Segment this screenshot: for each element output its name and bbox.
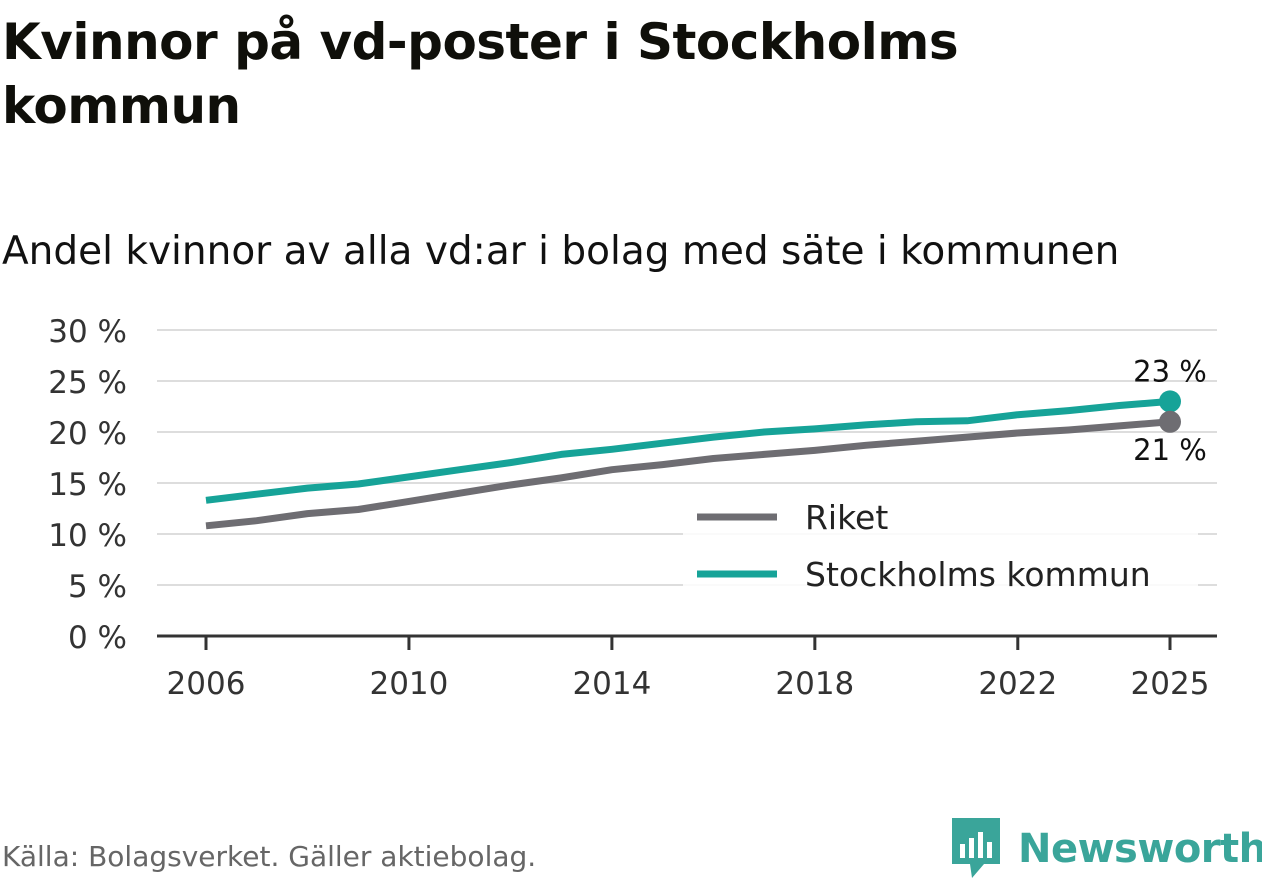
newsworthy-logo-icon: [952, 818, 1000, 878]
y-tick-label: 10 %: [48, 518, 127, 554]
end-marker: [1159, 410, 1181, 433]
series-line-riket: [205, 418, 1171, 530]
x-tick-label: 2022: [978, 666, 1057, 702]
brand-name: Newsworthy: [1018, 826, 1262, 872]
y-tick-label: 15 %: [48, 467, 127, 503]
y-tick-label: 20 %: [48, 416, 127, 452]
y-axis-ticks: 0 % 5 % 10 % 15 % 20 % 25 % 30 %: [48, 314, 127, 656]
source-note: Källa: Bolagsverket. Gäller aktiebolag.: [2, 840, 537, 873]
series-lines: [205, 397, 1171, 530]
end-value-label: 21 %: [1133, 433, 1207, 467]
series-line-stockholms-kommun: [205, 397, 1171, 504]
y-tick-label: 30 %: [48, 314, 127, 350]
x-tick-label: 2025: [1131, 666, 1210, 702]
legend-background: [683, 484, 1198, 606]
legend-label: Riket: [805, 498, 888, 537]
legend-label: Stockholms kommun: [805, 555, 1151, 594]
chart-subtitle: Andel kvinnor av alla vd:ar i bolag med …: [2, 229, 1120, 274]
x-tick-label: 2014: [572, 666, 651, 702]
x-tick-label: 2010: [369, 666, 448, 702]
chart-title: Kvinnor på vd-poster i Stockholms kommun: [2, 13, 959, 135]
end-marker: [1159, 390, 1181, 413]
y-tick-label: 25 %: [48, 365, 127, 401]
end-value-label: 23 %: [1133, 354, 1207, 388]
y-tick-label: 0 %: [68, 620, 127, 656]
y-tick-label: 5 %: [68, 569, 127, 605]
legend: Riket Stockholms kommun: [683, 484, 1198, 606]
brand-logo: Newsworthy: [952, 818, 1262, 880]
end-markers: 23 % 21 %: [1133, 354, 1207, 466]
x-tick-label: 2006: [167, 666, 246, 702]
x-axis-ticks: 2006 2010 2014 2018 2022 2025: [167, 636, 1210, 702]
x-tick-label: 2018: [775, 666, 854, 702]
